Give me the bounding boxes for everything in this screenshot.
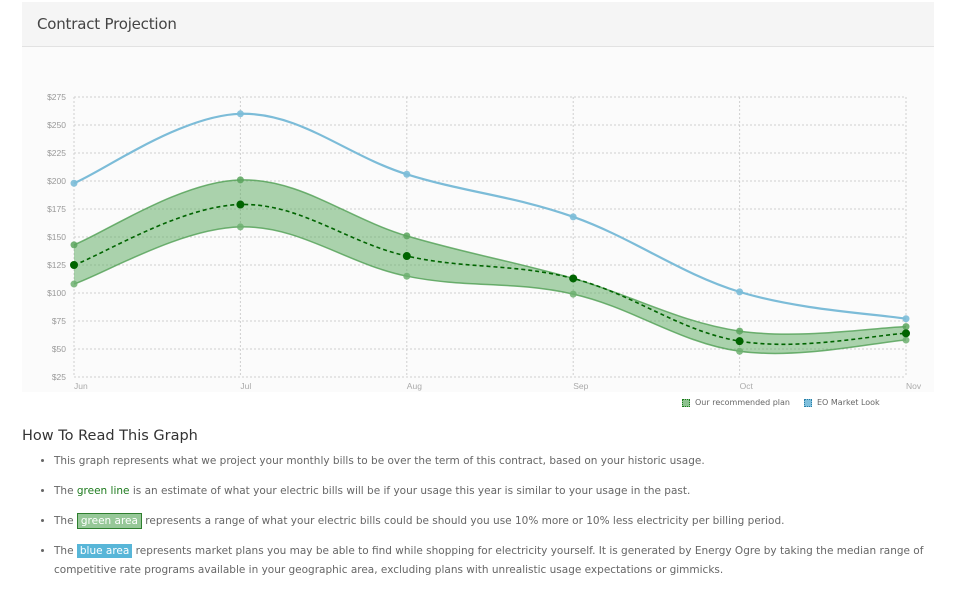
- y-tick-label: $250: [47, 120, 66, 130]
- y-tick-label: $25: [52, 372, 66, 382]
- y-tick-label: $200: [47, 176, 66, 186]
- x-tick-label: Jul: [240, 381, 251, 391]
- list-item: The green area represents a range of wha…: [54, 512, 944, 531]
- range-lower-point: [403, 272, 411, 280]
- recommended-plan-point: [902, 329, 910, 338]
- y-tick-label: $175: [47, 204, 66, 214]
- range-upper-point: [736, 327, 744, 335]
- label-layer: $25 $50 $75 $100 $125 $150 $175 $200 $225 $250 $27…: [47, 92, 922, 391]
- recommended-plan-point: [569, 274, 578, 283]
- x-tick-label: Sep: [573, 381, 588, 391]
- range-lower-point: [569, 290, 577, 298]
- note-text-4-post: represents market plans you may be able …: [54, 545, 924, 576]
- x-tick-label: Aug: [407, 381, 422, 391]
- y-tick-label: $275: [47, 92, 66, 102]
- list-item: This graph represents what we project yo…: [54, 452, 944, 471]
- market-look-point: [236, 110, 244, 118]
- x-tick-label: Oct: [740, 381, 754, 391]
- contract-projection-chart: $25 $50 $75 $100 $125 $150 $175 $200 $225 $250 $27…: [47, 92, 922, 391]
- market-look-point: [736, 288, 744, 296]
- market-look-point: [569, 213, 577, 221]
- y-tick-label: $75: [52, 316, 66, 326]
- range-lower-point: [236, 223, 244, 231]
- note-text-1: This graph represents what we project yo…: [54, 455, 705, 467]
- range-upper-point: [403, 232, 411, 240]
- recommended-plan-point: [735, 337, 744, 346]
- y-tick-label: $50: [52, 344, 66, 354]
- market-look-point: [70, 179, 78, 187]
- note-text-2-post: is an estimate of what your electric bil…: [129, 485, 691, 497]
- line-layer: [73, 112, 907, 346]
- note-text-2-pre: The: [54, 485, 77, 497]
- range-lower-point: [902, 336, 910, 344]
- range-lower-point: [70, 280, 78, 288]
- range-upper-point: [902, 323, 910, 331]
- y-tick-label: $150: [47, 232, 66, 242]
- range-upper-point: [236, 176, 244, 184]
- panel-header: Contract Projection: [22, 2, 934, 47]
- y-tick-label: $225: [47, 148, 66, 158]
- legend-label-recommended: Our recommended plan: [695, 398, 790, 407]
- note-text-3-post: represents a range of what your electric…: [141, 515, 785, 527]
- green-area-highlight: green area: [76, 513, 142, 529]
- market-look-point: [902, 315, 910, 323]
- recommended-plan-point: [402, 252, 411, 261]
- x-tick-label: Nov: [906, 381, 922, 391]
- chart-legend: Our recommended plan EO Market Look: [682, 398, 894, 407]
- range-upper-point: [70, 241, 78, 249]
- legend-swatch-blue: [804, 398, 812, 407]
- chart-area: $25 $50 $75 $100 $125 $150 $175 $200 $225 $250 $27…: [22, 47, 934, 392]
- note-text-3-pre: The: [54, 515, 77, 527]
- blue-area-highlight: blue area: [76, 544, 133, 558]
- how-to-title: How To Read This Graph: [22, 428, 198, 444]
- legend-item-market[interactable]: EO Market Look: [804, 398, 880, 407]
- how-to-list: This graph represents what we project yo…: [22, 452, 944, 580]
- list-item: The green line is an estimate of what yo…: [54, 482, 944, 501]
- range-lower-edge: [73, 226, 907, 355]
- x-tick-label: Jun: [74, 381, 88, 391]
- market-look-point: [403, 170, 411, 178]
- y-tick-label: $125: [47, 260, 66, 270]
- range-upper-edge: [73, 179, 907, 335]
- legend-item-recommended[interactable]: Our recommended plan: [682, 398, 790, 407]
- recommended-plan-point: [70, 261, 78, 269]
- y-tick-label: $100: [47, 288, 66, 298]
- green-line-highlight: green line: [76, 485, 130, 497]
- list-item: The blue area represents market plans yo…: [54, 542, 944, 580]
- legend-swatch-green: [682, 398, 690, 407]
- legend-label-market: EO Market Look: [817, 398, 880, 407]
- note-text-4-pre: The: [54, 545, 77, 557]
- recommended-plan-point: [236, 200, 245, 209]
- range-lower-point: [736, 347, 744, 355]
- panel-title: Contract Projection: [37, 15, 177, 33]
- point-layer: [70, 110, 910, 355]
- market-look-line: [73, 112, 907, 320]
